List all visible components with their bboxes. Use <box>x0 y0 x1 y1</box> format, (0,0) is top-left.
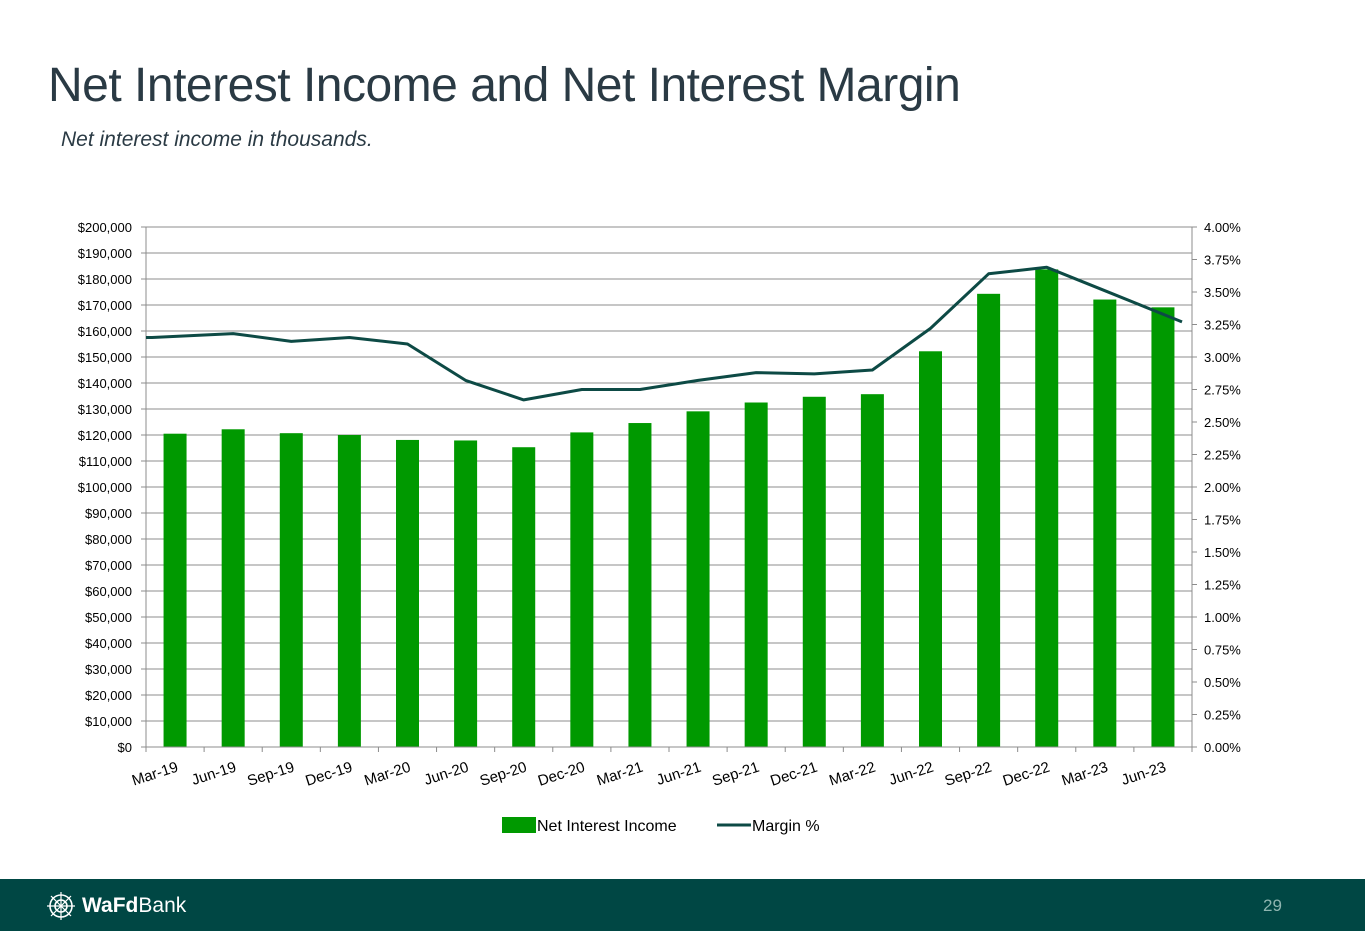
chart-legend: Net Interest Income Margin % <box>502 817 820 835</box>
bar-net-interest-income <box>454 440 478 747</box>
left-axis-tick-label: $190,000 <box>78 246 132 261</box>
right-axis-tick-label: 0.25% <box>1204 708 1241 723</box>
x-axis-tick-label: Sep-19 <box>245 759 296 790</box>
chart-gridlines <box>146 226 1192 748</box>
x-axis-ticks: Mar-19 Jun-19 Sep-19 Dec-19 Mar-20 Jun-20 Sep-… <box>130 759 1168 790</box>
page-title: Net Interest Income and Net Interest Mar… <box>48 59 961 112</box>
left-axis-tick-label: $100,000 <box>78 480 132 495</box>
right-axis-tick-label: 0.75% <box>1204 643 1241 658</box>
left-axis-tick-label: $0 <box>118 740 132 755</box>
right-axis-tick-label: 1.25% <box>1204 578 1241 593</box>
page-number: 29 <box>1263 896 1282 915</box>
right-axis-tick-label: 0.50% <box>1204 675 1241 690</box>
logo-wordmark: WaFdBank <box>82 894 187 917</box>
left-axis-tick-label: $180,000 <box>78 272 132 287</box>
x-axis-tick-label: Jun-20 <box>422 759 471 789</box>
x-axis-tick-label: Sep-22 <box>943 759 994 790</box>
wafd-logo-icon <box>47 892 75 920</box>
left-axis-tick-label: $70,000 <box>85 558 132 573</box>
right-axis-tick-label: 3.25% <box>1204 318 1241 333</box>
right-axis-tick-label: 1.50% <box>1204 545 1241 560</box>
right-axis-tick-label: 0.00% <box>1204 740 1241 755</box>
bar-net-interest-income <box>919 351 942 747</box>
right-axis-tick-label: 3.00% <box>1204 350 1241 365</box>
bar-net-interest-income <box>802 396 826 747</box>
left-axis-tick-label: $80,000 <box>85 532 132 547</box>
left-axis-tick-label: $20,000 <box>85 688 132 703</box>
x-axis-tick-label: Jun-21 <box>654 759 703 789</box>
x-axis-tick-label: Mar-23 <box>1060 759 1110 790</box>
page-subtitle: Net interest income in thousands. <box>61 128 373 151</box>
bar-net-interest-income <box>744 402 768 747</box>
left-axis-tick-label: $120,000 <box>78 428 132 443</box>
left-axis-ticks: $0 $10,000 $20,000 $30,000 $40,000 $50,000 $60… <box>78 220 132 755</box>
x-axis-tick-label: Sep-21 <box>710 759 761 790</box>
legend-label-margin: Margin % <box>752 818 820 835</box>
bar-net-interest-income <box>279 433 303 747</box>
x-axis-tick-label: Jun-19 <box>190 759 239 789</box>
right-axis-tick-label: 2.50% <box>1204 415 1241 430</box>
wafd-bank-logo: WaFdBank <box>46 891 186 921</box>
left-axis-tick-label: $10,000 <box>85 714 132 729</box>
left-axis-tick-label: $30,000 <box>85 662 132 677</box>
left-axis-tick-label: $170,000 <box>78 298 132 313</box>
bar-net-interest-income <box>221 429 245 747</box>
right-axis-tick-label: 2.75% <box>1204 383 1241 398</box>
left-axis-tick-label: $140,000 <box>78 376 132 391</box>
bar-net-interest-income <box>628 423 652 747</box>
bar-net-interest-income <box>686 411 710 747</box>
right-axis-tick-label: 2.00% <box>1204 480 1241 495</box>
x-axis-tick-label: Jun-23 <box>1119 759 1168 789</box>
left-axis-tick-label: $150,000 <box>78 350 132 365</box>
bar-net-interest-income <box>570 432 594 747</box>
left-axis-tick-label: $200,000 <box>78 220 132 235</box>
x-axis-tick-label: Mar-21 <box>595 759 645 790</box>
right-axis-tick-label: 4.00% <box>1204 220 1241 235</box>
left-axis-tick-label: $60,000 <box>85 584 132 599</box>
legend-swatch-net-interest-income <box>502 817 536 833</box>
bar-net-interest-income <box>512 447 536 747</box>
right-axis-tick-label: 2.25% <box>1204 448 1241 463</box>
bar-net-interest-income <box>396 439 419 747</box>
right-axis-tick-label: 1.75% <box>1204 513 1241 528</box>
left-axis-tick-label: $40,000 <box>85 636 132 651</box>
left-axis-tick-label: $160,000 <box>78 324 132 339</box>
x-axis-tick-label: Dec-20 <box>536 759 587 790</box>
chart-bars <box>163 269 1175 747</box>
bar-net-interest-income <box>337 435 361 747</box>
right-axis-tick-label: 1.00% <box>1204 610 1241 625</box>
x-axis-tick-label: Mar-22 <box>827 759 877 790</box>
chart-line <box>146 265 1183 402</box>
left-axis-tick-label: $110,000 <box>79 454 132 469</box>
x-axis-tick-label: Sep-20 <box>478 759 529 790</box>
x-axis-tick-label: Dec-21 <box>768 759 819 790</box>
right-axis-ticks: 0.00% 0.25% 0.50% 0.75% 1.00% 1.25% 1.50% 1.75%… <box>1204 220 1241 755</box>
bar-net-interest-income <box>1151 307 1175 747</box>
right-axis-tick-label: 3.75% <box>1204 253 1241 268</box>
line-margin-percent <box>146 265 1183 402</box>
chart-axes <box>141 226 1197 752</box>
bar-net-interest-income <box>163 433 187 747</box>
bar-net-interest-income <box>1093 299 1117 747</box>
left-axis-tick-label: $130,000 <box>78 402 132 417</box>
right-axis-tick-label: 3.50% <box>1204 285 1241 300</box>
left-axis-tick-label: $90,000 <box>85 506 132 521</box>
bar-net-interest-income <box>977 293 1001 747</box>
legend-label-net-interest-income: Net Interest Income <box>537 818 677 835</box>
bar-net-interest-income <box>860 394 884 747</box>
left-axis-tick-label: $50,000 <box>85 610 132 625</box>
x-axis-tick-label: Mar-20 <box>362 759 412 790</box>
x-axis-tick-label: Dec-22 <box>1001 759 1052 790</box>
bar-net-interest-income <box>1035 269 1059 747</box>
x-axis-tick-label: Jun-22 <box>887 759 936 789</box>
x-axis-tick-label: Mar-19 <box>130 759 180 790</box>
net-interest-chart: $0 $10,000 $20,000 $30,000 $40,000 $50,000 $60… <box>78 220 1242 835</box>
footer-bar: WaFdBank 29 <box>0 879 1365 931</box>
x-axis-tick-label: Dec-19 <box>303 759 354 790</box>
